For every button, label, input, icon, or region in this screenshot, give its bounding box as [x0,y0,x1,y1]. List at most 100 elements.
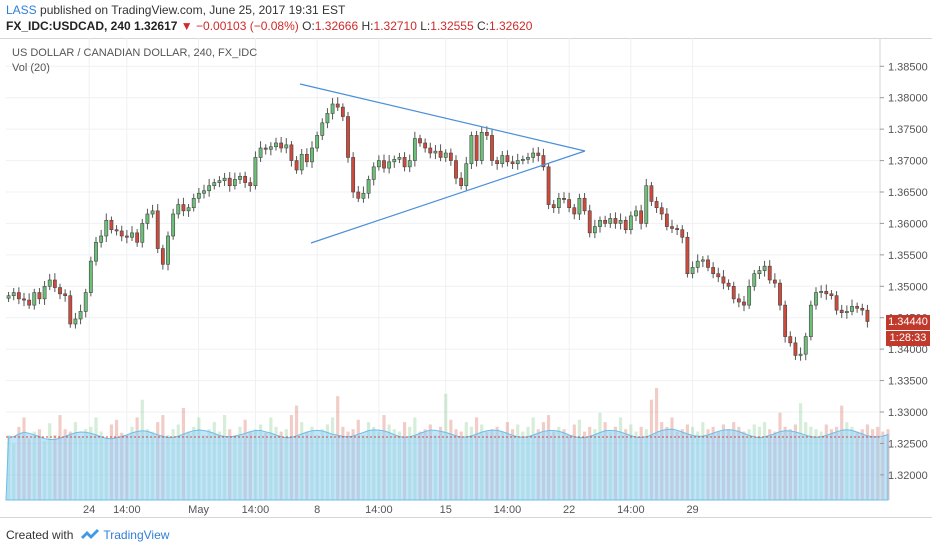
candle-body [742,301,746,306]
candle-body [371,166,376,180]
candle-body [464,163,469,187]
volume-indicator-label: Vol (20) [12,62,50,74]
candle-body [279,142,284,149]
candle-body [536,152,541,156]
candle-body [474,135,479,161]
candle-body [412,138,417,161]
candle-body [315,135,320,149]
candle-body [685,236,690,275]
symbol-label: FX_IDC:USDCAD, 240 [6,19,131,33]
candle-body [690,267,695,275]
candle-body [639,210,644,224]
candle-body [829,293,834,297]
down-arrow-icon: ▼ [180,19,193,33]
candle-body [865,309,870,322]
candle-body [598,219,602,227]
candle-body [803,336,808,355]
chart-title: US DOLLAR / CANADIAN DOLLAR, 240, FX_IDC [12,47,258,59]
candle-body [443,152,448,158]
candle-body [438,150,443,158]
candle-body [644,185,649,224]
candle-body [675,228,680,231]
candle-body [793,342,798,356]
candle-body [263,147,268,150]
candle-body [94,241,98,262]
candle-body [726,282,731,287]
author-name[interactable]: LASS [6,3,37,17]
candle-body [592,226,597,234]
candle-body [747,285,752,306]
candle-body [664,213,669,227]
candle-body [819,291,824,293]
candle-body [284,144,289,149]
y-tick-label: 1.36500 [888,187,928,199]
candle-body [695,260,700,268]
candle-body [340,106,345,117]
x-tick-label: 14:00 [617,504,645,516]
candle-body [788,336,793,344]
candle-body [757,270,762,275]
candle-body [469,135,474,165]
close-value: 1.32620 [489,19,533,33]
candle-body [808,304,813,337]
candle-body [721,276,726,284]
candle-body [160,248,165,265]
candle-body [551,204,556,209]
candle-body [330,103,335,114]
candle-body [166,235,170,265]
candle-body [274,142,278,148]
candle-body [407,160,412,168]
candle-body [22,298,26,301]
candle-body [562,197,566,200]
candle-body [716,273,721,278]
candle-body [783,304,788,337]
candle-body [706,259,710,268]
candle-body [454,160,458,179]
candle-body [382,160,386,169]
candle-body [325,113,330,124]
candle-body [814,292,818,306]
candle-body [526,157,530,160]
candle-body [572,207,577,215]
candle-body [289,144,294,161]
tradingview-link[interactable]: TradingView [103,528,170,542]
candle-body [361,192,366,199]
x-tick-label: 15 [440,504,452,516]
tradingview-logo-icon [81,528,100,542]
candle-body [670,226,674,229]
close-label: C: [477,19,489,33]
candle-body [47,279,52,287]
trendline-lower [310,150,586,244]
candle-body [212,182,217,187]
candle-body [484,131,489,136]
footer: Created with TradingView [6,528,169,542]
candle-body [191,197,196,209]
candle-body [42,285,47,300]
x-tick-label: 29 [686,504,698,516]
candle-body [140,223,145,243]
y-tick-label: 1.34000 [888,344,928,356]
candle-body [654,201,659,209]
chart-frame[interactable] [0,38,932,518]
high-value: 1.32710 [373,19,417,33]
publisher-line: LASS published on TradingView.com, June … [6,3,345,17]
candle-body [752,273,757,287]
x-tick-label: 14:00 [365,504,393,516]
candle-body [145,213,150,224]
candle-body [52,279,57,288]
candle-body [541,155,546,168]
candle-body [135,232,140,243]
candle-body [351,157,356,193]
candle-body [772,279,777,284]
candle-body [495,160,500,165]
y-tick-label: 1.37000 [888,156,928,168]
candle-body [587,210,592,234]
candle-body [839,309,844,313]
candle-body [603,219,608,224]
candle-body [392,159,397,163]
candle-body [510,161,515,165]
candle-body [171,213,176,237]
created-with-text: Created with [6,528,74,542]
candle-body [73,318,78,325]
